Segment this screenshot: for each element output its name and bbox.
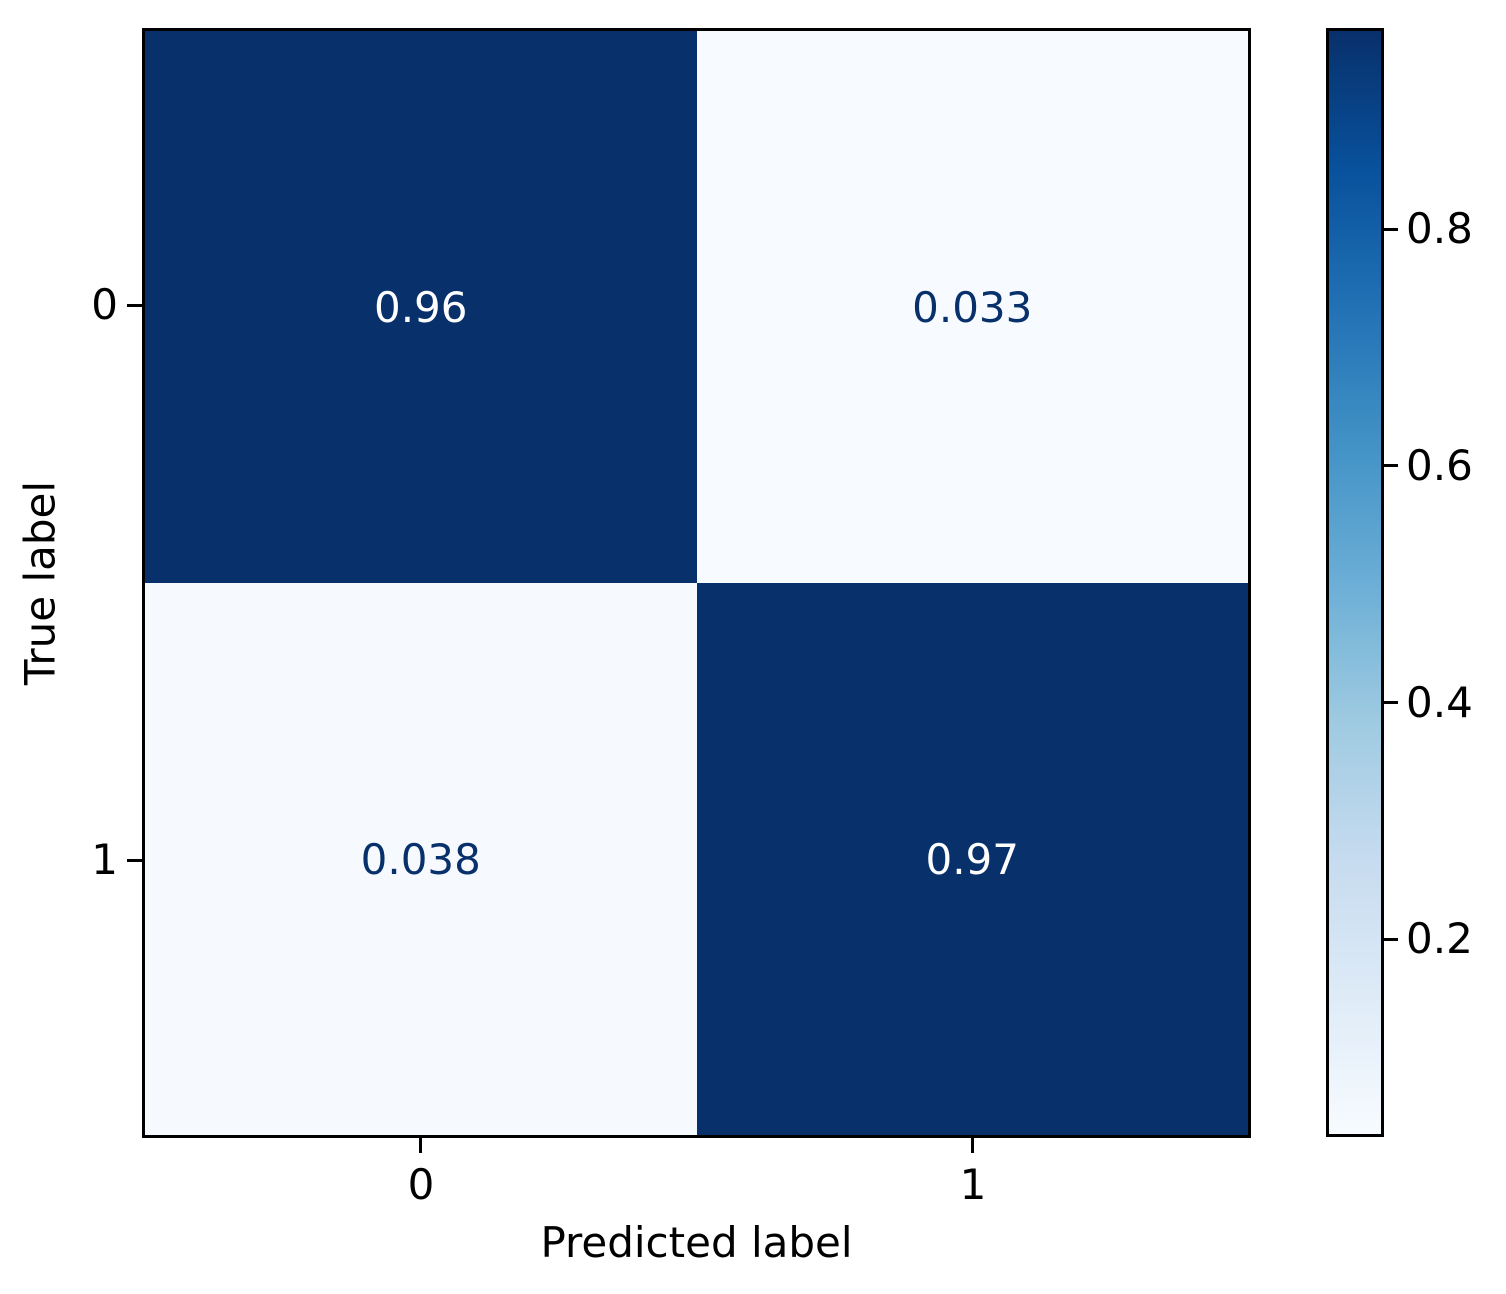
cell-value-r0c0: 0.96 [373,282,468,332]
y-tick-mark-0 [127,304,142,307]
matrix-cell-r1c1: 0.97 [696,583,1248,1135]
colorbar-tick-mark-2 [1383,701,1398,705]
colorbar-gradient [1329,31,1381,1134]
y-tick-label-1: 1 [91,835,118,884]
x-tick-mark-0 [419,1138,422,1153]
x-tick-label-0: 0 [407,1160,435,1209]
colorbar [1326,28,1384,1137]
x-axis-label: Predicted label [540,1218,853,1267]
colorbar-tick-mark-1 [1383,464,1398,468]
x-tick-mark-1 [971,1138,974,1153]
colorbar-tick-label-1: 0.6 [1406,440,1473,490]
matrix-cell-r1c0: 0.038 [145,583,697,1135]
colorbar-tick-label-2: 0.4 [1406,677,1473,727]
cell-value-r1c0: 0.038 [360,834,481,884]
y-tick-label-0: 0 [91,280,118,329]
colorbar-tick-label-0: 0.8 [1406,204,1473,254]
colorbar-tick-mark-3 [1383,937,1398,941]
matrix-cell-r0c1: 0.033 [696,31,1248,583]
cell-value-r1c1: 0.97 [925,834,1019,884]
heatmap-axes: 0.96 0.033 0.038 0.97 [142,28,1251,1138]
cell-value-r0c1: 0.033 [912,282,1033,332]
colorbar-tick-label-3: 0.2 [1406,914,1473,964]
x-tick-label-1: 1 [959,1160,987,1209]
y-tick-mark-1 [127,859,142,862]
colorbar-tick-mark-0 [1383,227,1398,231]
matrix-cell-r0c0: 0.96 [145,31,697,583]
y-axis-label: True label [15,480,65,686]
